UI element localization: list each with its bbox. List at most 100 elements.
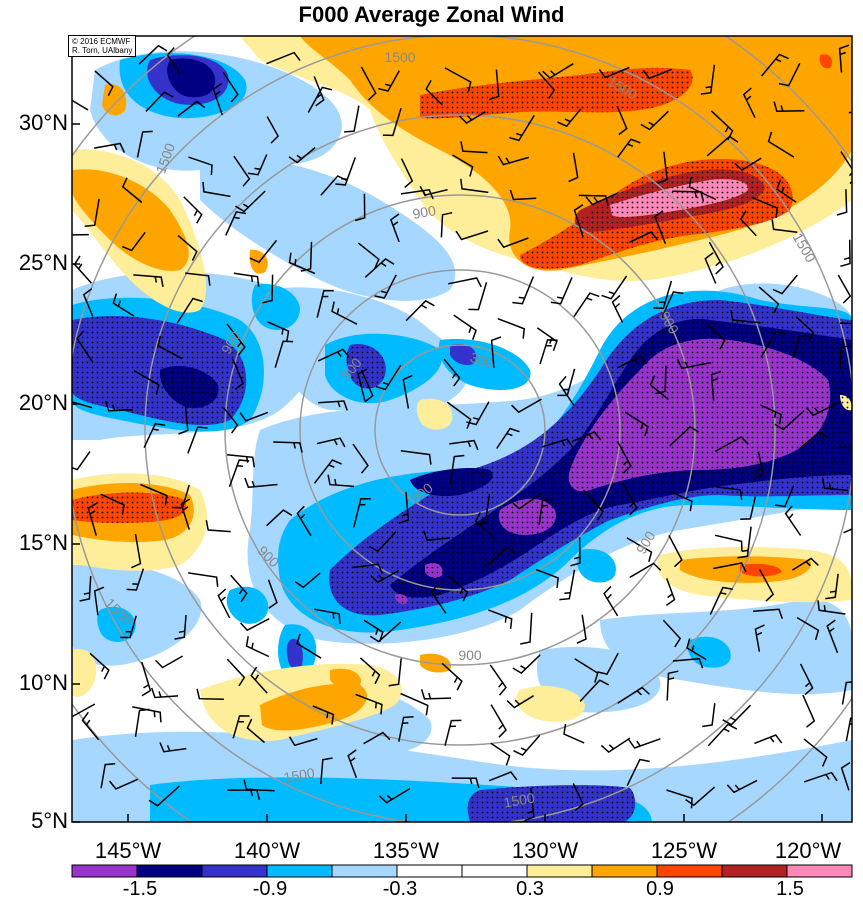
wind-barb <box>583 489 605 521</box>
wind-barb <box>232 715 250 739</box>
wind-barb <box>72 401 93 409</box>
wind-barb <box>496 427 520 449</box>
wind-barb <box>512 276 535 305</box>
wind-barb <box>353 497 371 528</box>
contour-label: 900 <box>458 647 482 663</box>
wind-barb <box>653 280 673 309</box>
wind-barb <box>359 657 381 685</box>
wind-barb <box>267 321 290 342</box>
wind-barb <box>244 477 278 489</box>
wind-barb <box>573 292 600 318</box>
wind-barb <box>177 235 198 261</box>
wind-barb <box>230 574 248 603</box>
wind-barb <box>344 105 360 133</box>
wind-barb <box>307 86 333 113</box>
wind-barb <box>374 274 397 299</box>
stippling <box>72 67 852 822</box>
wind-barb <box>352 563 383 574</box>
wind-barb <box>536 327 558 352</box>
wind-barb <box>133 274 164 288</box>
wind-barb <box>148 785 180 807</box>
wind-barb <box>448 575 469 602</box>
wind-barb <box>490 742 511 766</box>
wind-barb <box>702 703 716 728</box>
wind-barb <box>196 688 224 701</box>
wind-barb <box>601 275 628 300</box>
wind-barb <box>524 787 535 822</box>
wind-barb <box>217 588 231 619</box>
colorbar-label-neg0-9: -0.9 <box>252 878 288 900</box>
wind-barb <box>132 706 162 723</box>
wind-barb <box>626 758 650 787</box>
wind-barb <box>839 344 851 371</box>
wind-barb <box>576 614 587 644</box>
wind-barb <box>611 294 624 323</box>
wind-barb <box>314 608 341 624</box>
wind-barb <box>709 586 733 615</box>
wind-barb <box>226 323 246 356</box>
colorbar-swatch <box>656 864 723 878</box>
wind-barb <box>405 299 435 322</box>
wind-barb <box>838 44 850 73</box>
wind-barb <box>771 219 798 234</box>
wind-barb <box>706 323 726 350</box>
wind-barb <box>262 274 274 304</box>
wind-barb <box>795 316 815 342</box>
credit-line-1: © 2016 ECMWF <box>72 37 131 46</box>
wind-barb <box>140 483 168 506</box>
wind-barb <box>444 67 472 92</box>
wind-barb <box>288 146 316 164</box>
wind-barb <box>539 339 558 365</box>
wind-barb <box>274 340 294 368</box>
wind-barb <box>686 638 707 661</box>
wind-barb <box>89 652 110 680</box>
wind-barb <box>93 586 105 616</box>
wind-barb <box>389 213 400 243</box>
wind-barb <box>188 572 219 588</box>
wind-barb <box>369 621 402 643</box>
wind-barb <box>267 579 278 609</box>
wind-barb <box>188 156 213 176</box>
wind-barb <box>822 478 849 492</box>
wind-barb <box>708 241 724 275</box>
wind-barb <box>316 437 346 448</box>
wind-barb <box>488 771 518 782</box>
colorbar <box>71 864 853 878</box>
wind-barb <box>382 107 402 137</box>
wind-barb <box>452 154 474 177</box>
wind-barb <box>688 177 717 201</box>
wind-barb <box>398 715 414 742</box>
wind-barb <box>706 135 739 157</box>
wind-barb <box>700 64 716 95</box>
wind-barb <box>754 734 783 745</box>
wind-barb <box>542 63 574 79</box>
wind-barb <box>363 619 384 642</box>
wind-barb <box>266 509 293 527</box>
wind-barb <box>778 62 801 87</box>
wind-barb <box>541 438 574 448</box>
wind-barb <box>460 178 489 194</box>
wind-barb <box>761 53 789 77</box>
wind-barb <box>466 401 490 426</box>
wind-barb <box>273 441 303 453</box>
wind-barb <box>497 155 530 166</box>
wind-barb <box>837 274 852 304</box>
colorbar-swatch <box>201 864 268 878</box>
wind-barb <box>131 533 142 569</box>
wind-barb <box>603 585 619 617</box>
wind-barb <box>364 257 395 278</box>
map-title: F000 Average Zonal Wind <box>298 2 565 27</box>
wind-barb <box>441 662 463 691</box>
wind-barb <box>568 152 579 183</box>
wind-barb <box>753 451 764 480</box>
wind-barb <box>714 436 749 453</box>
credit-box: © 2016 ECMWF R. Torn, UAlbany <box>68 35 137 57</box>
wind-barb <box>159 742 187 753</box>
wind-barb <box>378 787 411 804</box>
wind-barb <box>245 636 270 658</box>
wind-barb <box>497 317 526 339</box>
wind-barb <box>840 761 851 791</box>
wind-barb <box>355 693 383 715</box>
wind-barb <box>109 778 139 790</box>
